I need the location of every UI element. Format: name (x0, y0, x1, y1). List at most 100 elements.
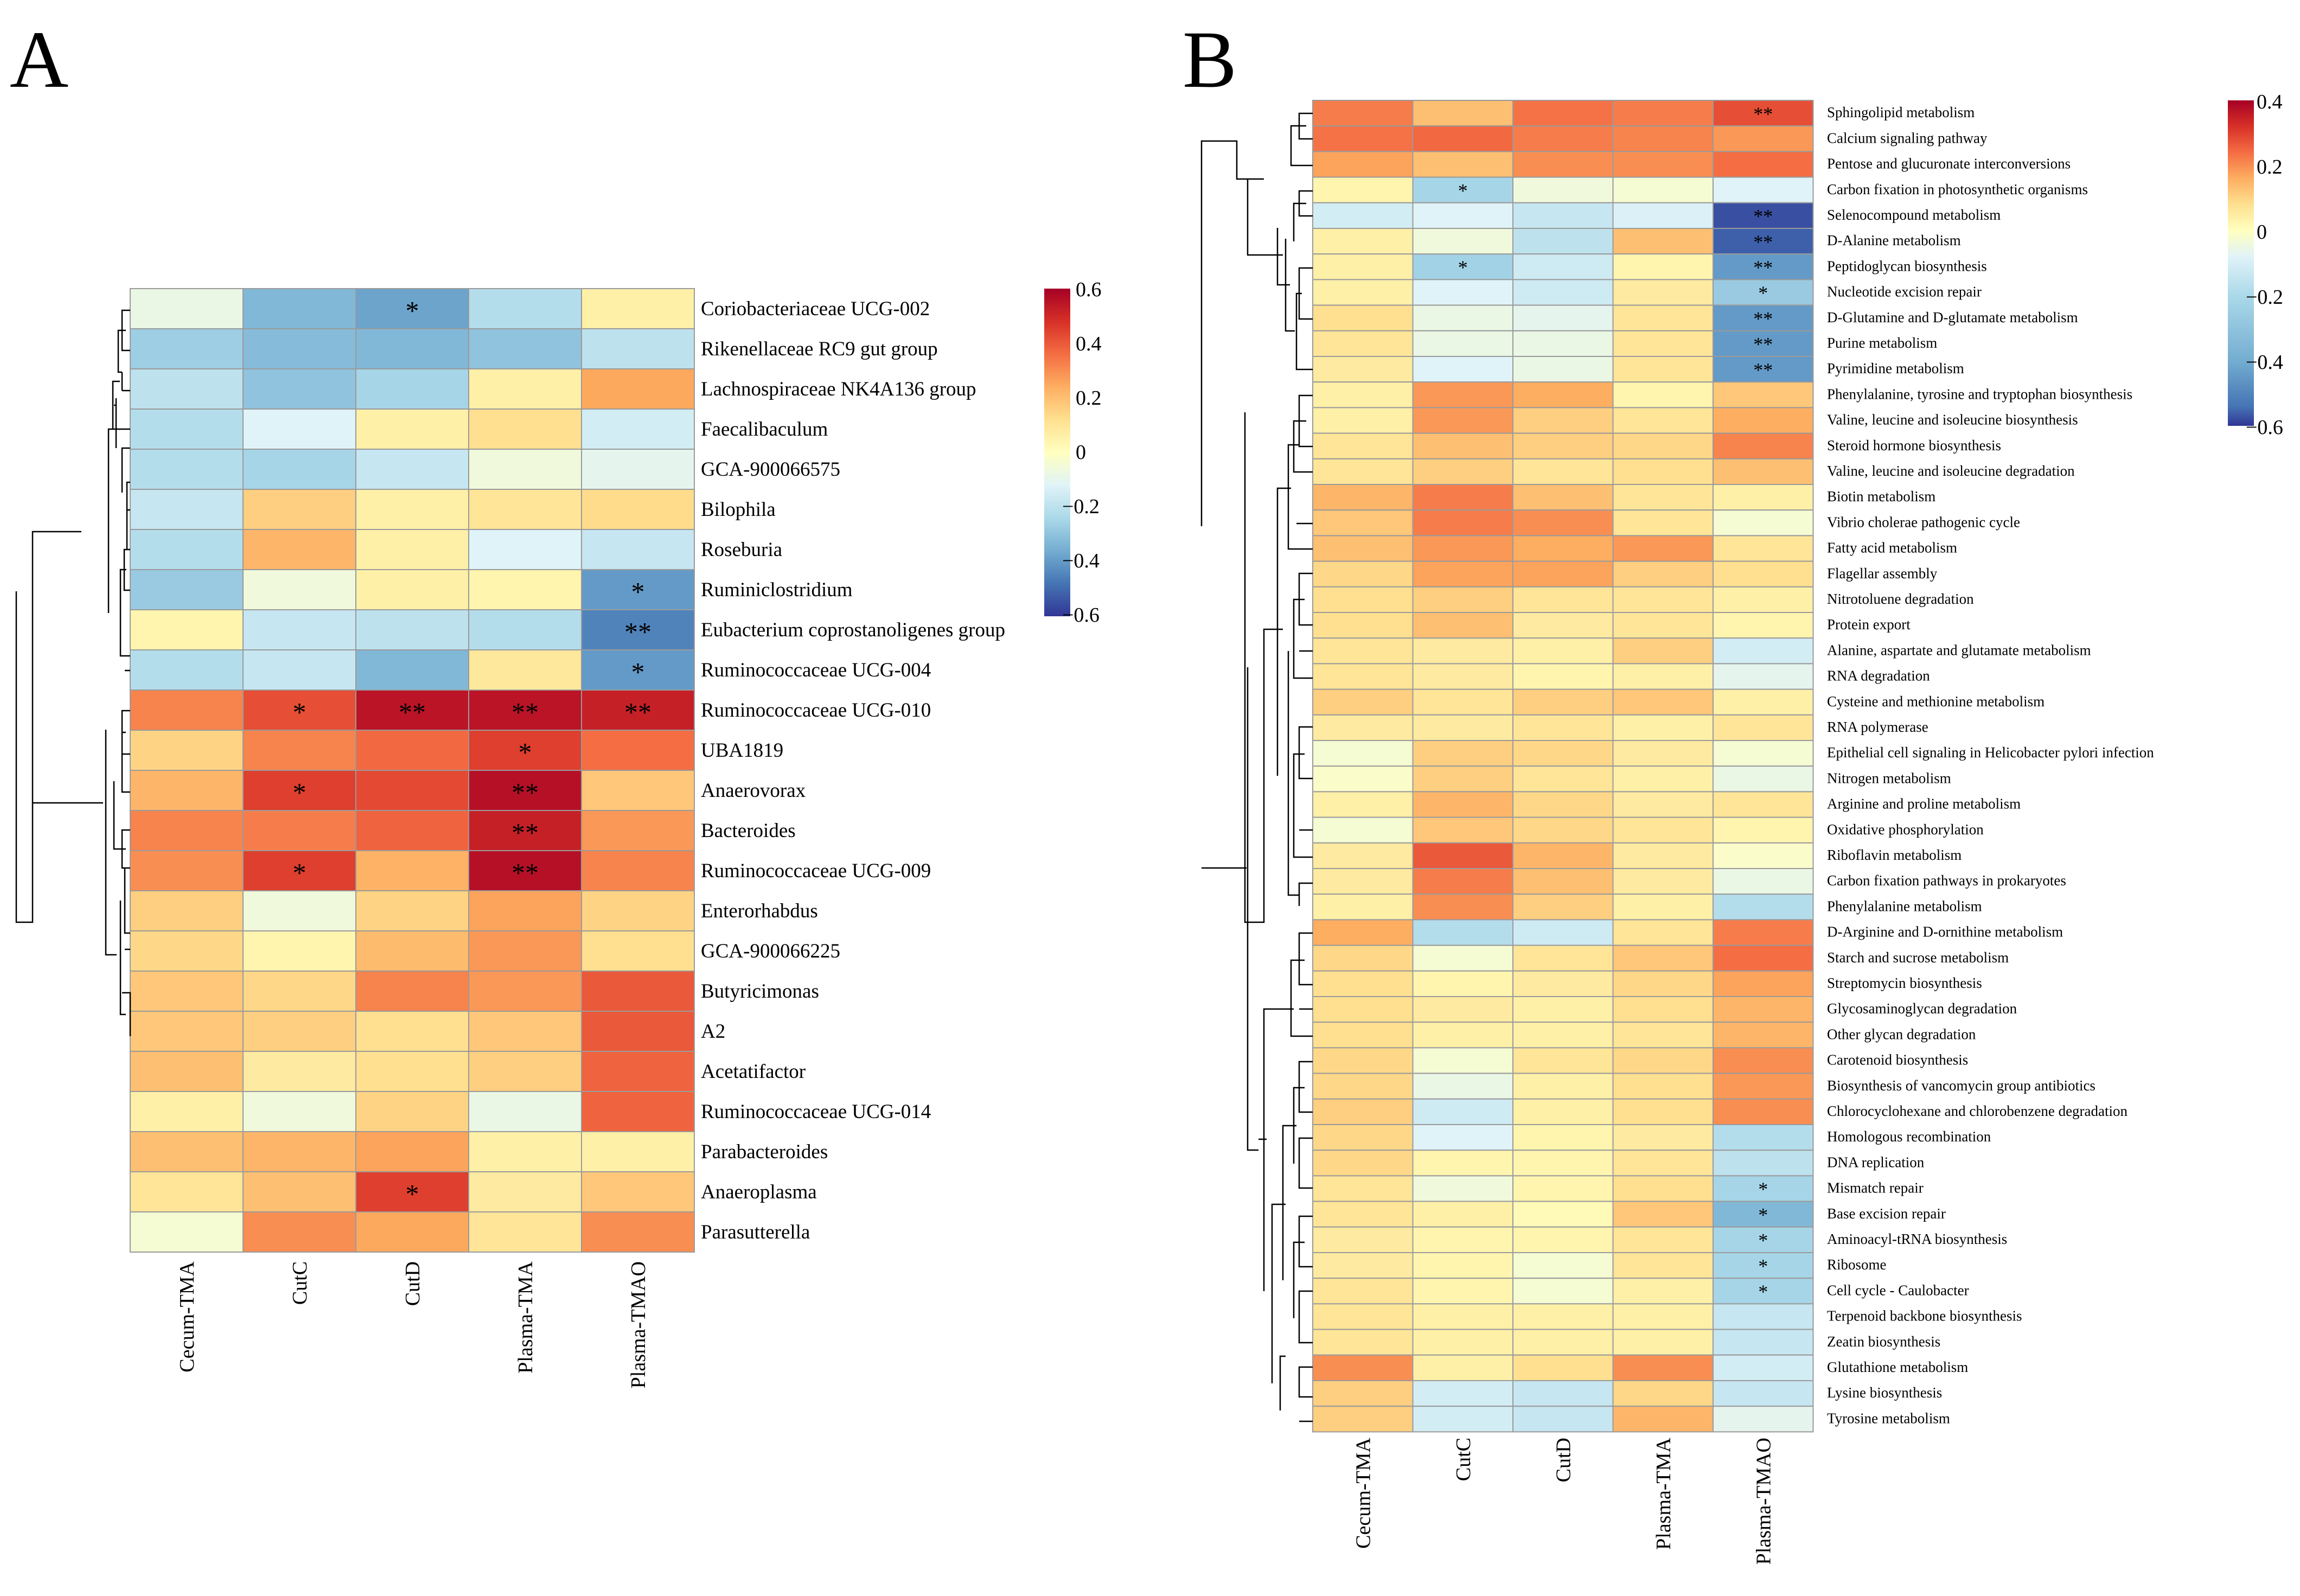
heatmap-cell (468, 850, 582, 891)
heatmap-cell (1612, 1329, 1714, 1356)
heatmap-cell (581, 649, 695, 691)
heatmap-cell (1512, 1022, 1614, 1049)
heatmap-cell (1512, 1072, 1614, 1100)
heatmap-cell (1612, 1380, 1714, 1407)
heatmap-cell (1713, 1406, 1814, 1433)
heatmap-cell (1612, 1047, 1714, 1074)
heatmap-cell (1312, 484, 1414, 511)
heatmap-cell (581, 690, 695, 731)
row-label: Other glycan degradation (1827, 1026, 1976, 1042)
heatmap-cell (242, 569, 356, 610)
row-label: Carbon fixation in photosynthetic organi… (1827, 181, 2088, 197)
heatmap-cell (1612, 765, 1714, 793)
heatmap-cell (1312, 1278, 1414, 1305)
heatmap-cell (1512, 586, 1614, 614)
heatmap-cell (1713, 100, 1814, 127)
heatmap-cell (1412, 509, 1513, 537)
significance-star: * (1758, 1204, 1768, 1225)
heatmap-cell (1713, 612, 1814, 639)
row-label: Zeatin biosynthesis (1827, 1333, 1940, 1350)
heatmap-cell (1412, 637, 1513, 665)
heatmap-cell (1512, 919, 1614, 946)
heatmap-cell (581, 489, 695, 530)
heatmap-cell (1512, 996, 1614, 1023)
significance-star: * (631, 657, 645, 687)
heatmap-cell (242, 1171, 356, 1212)
heatmap-cell (1312, 714, 1414, 742)
heatmap-cell (1312, 1124, 1414, 1151)
row-label: Cysteine and methionine metabolism (1827, 693, 2045, 710)
heatmap-cell (468, 971, 582, 1012)
heatmap-cell (355, 1011, 469, 1052)
row-label: Rikenellaceae RC9 gut group (701, 338, 938, 360)
heatmap-cell (1612, 791, 1714, 818)
heatmap-cell (468, 1211, 582, 1253)
heatmap-cell (355, 890, 469, 931)
heatmap-cell (1512, 1150, 1614, 1177)
heatmap-cell (1412, 253, 1513, 280)
row-label: Ruminococcaceae UCG-010 (701, 699, 931, 722)
heatmap-cell (1312, 944, 1414, 972)
heatmap-cell (1512, 1354, 1614, 1382)
column-label: Plasma-TMAO (1752, 1438, 1775, 1565)
significance-star: * (1758, 1281, 1768, 1303)
colorbar-b-tick: 0.2 (2257, 156, 2283, 178)
significance-star: * (1758, 282, 1768, 304)
row-label: DNA replication (1827, 1154, 1925, 1170)
row-label: Steroid hormone biosynthesis (1827, 437, 2001, 454)
heatmap-cell (1312, 970, 1414, 998)
heatmap-cell (1713, 816, 1814, 844)
heatmap-cell (1512, 944, 1614, 972)
heatmap-cell (1713, 407, 1814, 434)
heatmap-cell (1512, 868, 1614, 895)
heatmap-cell (1412, 740, 1513, 767)
colorbar-a-gradient (1044, 289, 1070, 616)
heatmap-cell (1612, 1175, 1714, 1202)
heatmap-cell (468, 449, 582, 490)
heatmap-cell (1312, 458, 1414, 485)
row-label: Bilophila (701, 499, 776, 521)
heatmap-cell (1412, 842, 1513, 870)
heatmap-cell (130, 1011, 244, 1052)
column-label: CutD (401, 1261, 424, 1306)
heatmap-cell (355, 408, 469, 450)
heatmap-cell (1412, 663, 1513, 690)
heatmap-cell (1612, 637, 1714, 665)
heatmap-cell (1412, 919, 1513, 946)
heatmap-cell (581, 930, 695, 972)
heatmap-cell (1612, 1354, 1714, 1382)
heatmap-cell (581, 328, 695, 369)
row-label: UBA1819 (701, 739, 783, 762)
row-label: Chlorocyclohexane and chlorobenzene degr… (1827, 1103, 2128, 1119)
heatmap-cell (468, 1051, 582, 1092)
row-label: Fatty acid metabolism (1827, 540, 1957, 556)
heatmap-cell (1412, 996, 1513, 1023)
heatmap-cell (242, 890, 356, 931)
heatmap-cell (242, 288, 356, 329)
row-label: Ribosome (1827, 1256, 1887, 1273)
heatmap-cell (1312, 356, 1414, 383)
heatmap-cell (1512, 740, 1614, 767)
colorbar-a-tick: 0.2 (1076, 387, 1102, 410)
panel-label-b: B (1183, 15, 1237, 105)
heatmap-cell (468, 1091, 582, 1132)
heatmap-cell (1713, 1072, 1814, 1100)
heatmap-cell (1412, 944, 1513, 972)
column-label: Cecum-TMA (1352, 1437, 1375, 1548)
heatmap-cell (1512, 304, 1614, 331)
heatmap-cell (1612, 944, 1714, 972)
heatmap-cell (1612, 560, 1714, 588)
heatmap-cell (1312, 1226, 1414, 1254)
heatmap-cell (355, 1091, 469, 1132)
heatmap-cell (1512, 1329, 1614, 1356)
heatmap-cell (1713, 330, 1814, 357)
heatmap-cell (242, 449, 356, 490)
row-label: Calcium signaling pathway (1827, 130, 1988, 146)
heatmap-cell (1312, 304, 1414, 331)
row-label: Glutathione metabolism (1827, 1359, 1968, 1375)
heatmap-cell (355, 690, 469, 731)
heatmap-cell (1312, 996, 1414, 1023)
significance-star: * (293, 697, 306, 727)
heatmap-cell (1512, 1252, 1614, 1279)
column-label: CutC (289, 1261, 311, 1305)
